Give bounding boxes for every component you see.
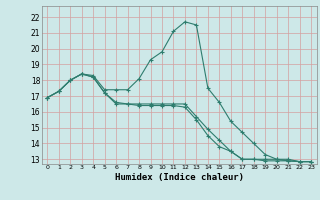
X-axis label: Humidex (Indice chaleur): Humidex (Indice chaleur) [115,173,244,182]
